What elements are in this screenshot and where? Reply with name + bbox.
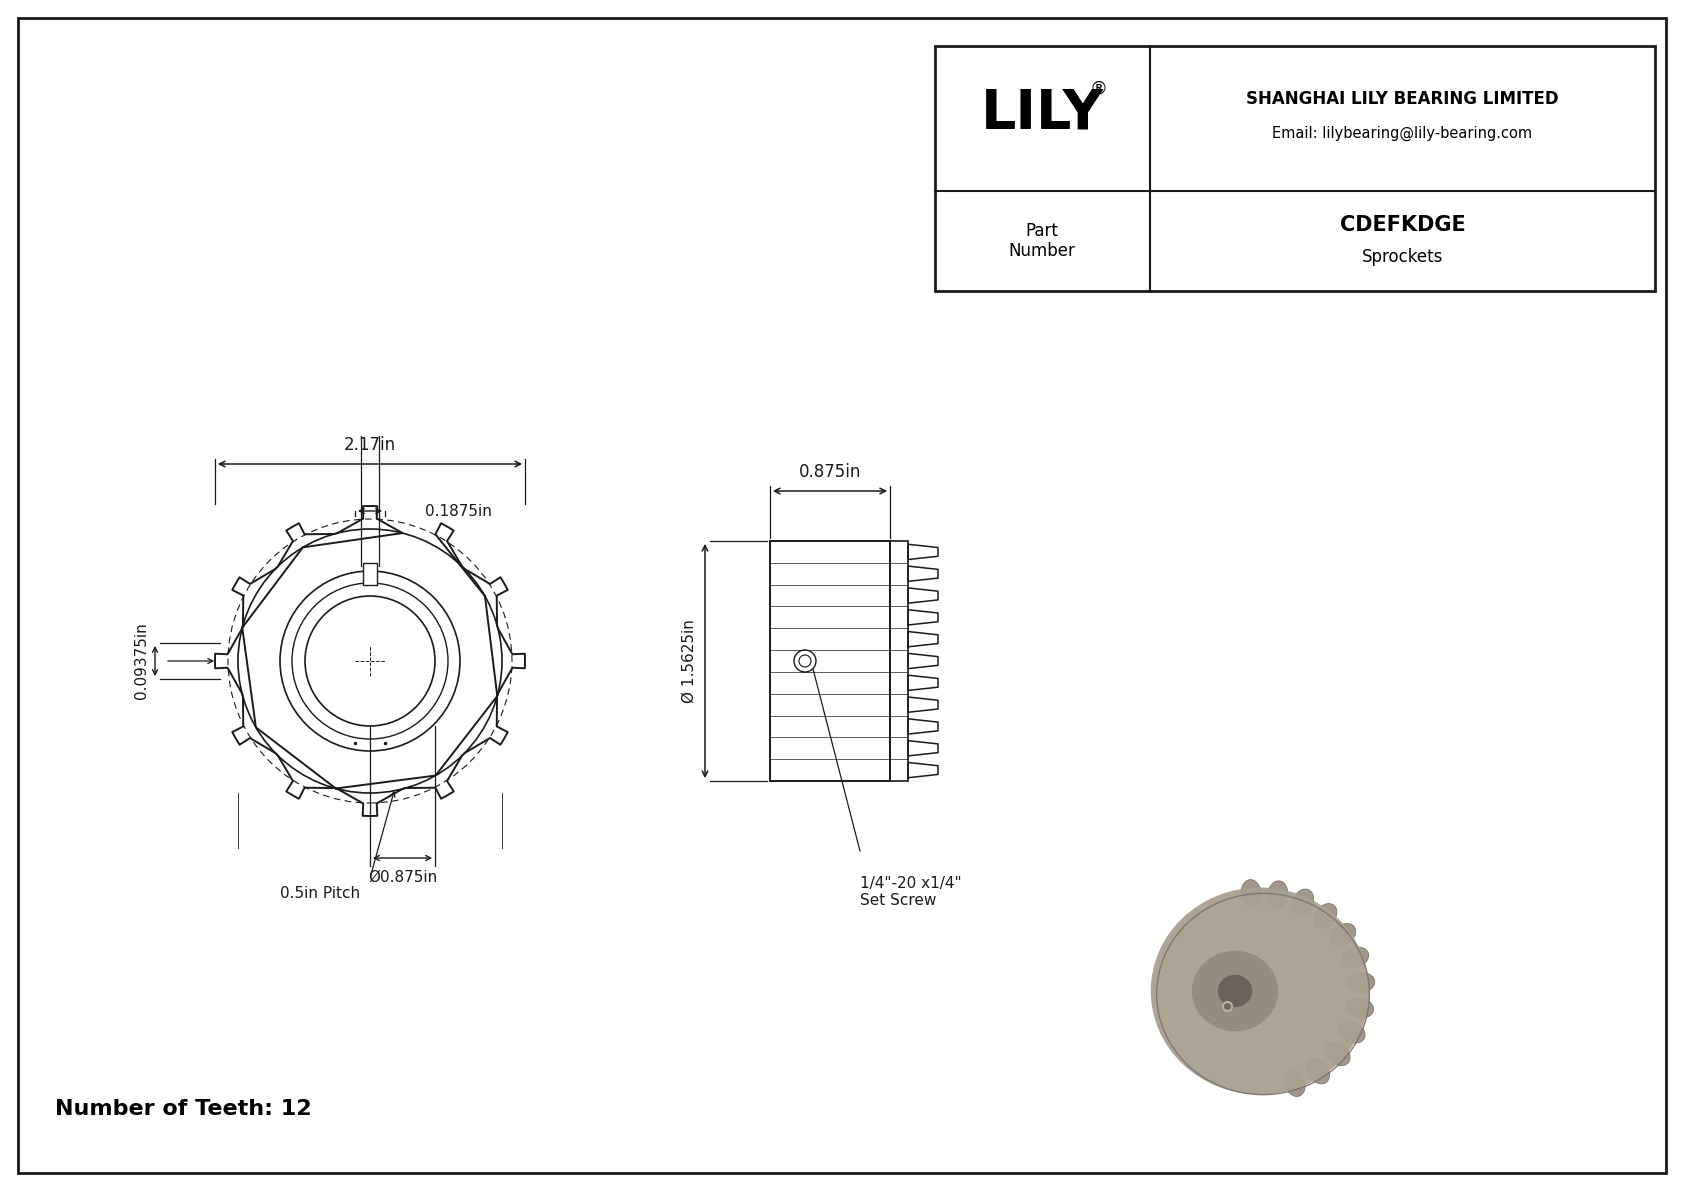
Ellipse shape xyxy=(1292,888,1314,916)
Ellipse shape xyxy=(1325,1042,1351,1066)
Text: Sprockets: Sprockets xyxy=(1362,248,1443,266)
Bar xyxy=(891,541,908,781)
Ellipse shape xyxy=(1268,881,1288,909)
Bar xyxy=(770,541,891,781)
Ellipse shape xyxy=(1342,947,1369,968)
Ellipse shape xyxy=(1192,950,1278,1031)
Text: LILY: LILY xyxy=(980,87,1103,141)
Text: 0.875in: 0.875in xyxy=(798,463,861,481)
Text: 2.17in: 2.17in xyxy=(344,436,396,454)
Text: Part
Number: Part Number xyxy=(1009,222,1076,261)
Ellipse shape xyxy=(1347,972,1374,992)
Text: Email: lilybearing@lily-bearing.com: Email: lilybearing@lily-bearing.com xyxy=(1273,126,1532,141)
Text: 1/4"-20 x1/4"
Set Screw: 1/4"-20 x1/4" Set Screw xyxy=(861,877,962,909)
Text: 0.1875in: 0.1875in xyxy=(424,504,492,518)
Ellipse shape xyxy=(1150,887,1369,1095)
Ellipse shape xyxy=(1330,923,1356,947)
Text: Number of Teeth: 12: Number of Teeth: 12 xyxy=(56,1099,312,1120)
Bar xyxy=(935,46,1655,291)
Ellipse shape xyxy=(1314,904,1337,929)
Ellipse shape xyxy=(1218,975,1253,1008)
Ellipse shape xyxy=(1346,998,1374,1018)
Ellipse shape xyxy=(1307,1059,1329,1084)
Text: Ø 1.5625in: Ø 1.5625in xyxy=(682,619,697,703)
Ellipse shape xyxy=(1339,1022,1366,1043)
Ellipse shape xyxy=(1285,1070,1305,1097)
Ellipse shape xyxy=(1241,880,1261,908)
Bar xyxy=(935,46,1655,291)
Text: 0.5in Pitch: 0.5in Pitch xyxy=(280,885,360,900)
Text: ®: ® xyxy=(1090,80,1106,98)
Bar xyxy=(364,563,377,585)
Text: 0.09375in: 0.09375in xyxy=(135,623,148,699)
Text: SHANGHAI LILY BEARING LIMITED: SHANGHAI LILY BEARING LIMITED xyxy=(1246,89,1559,107)
Text: Ø0.875in: Ø0.875in xyxy=(367,869,438,885)
Text: CDEFKDGE: CDEFKDGE xyxy=(1340,216,1465,235)
